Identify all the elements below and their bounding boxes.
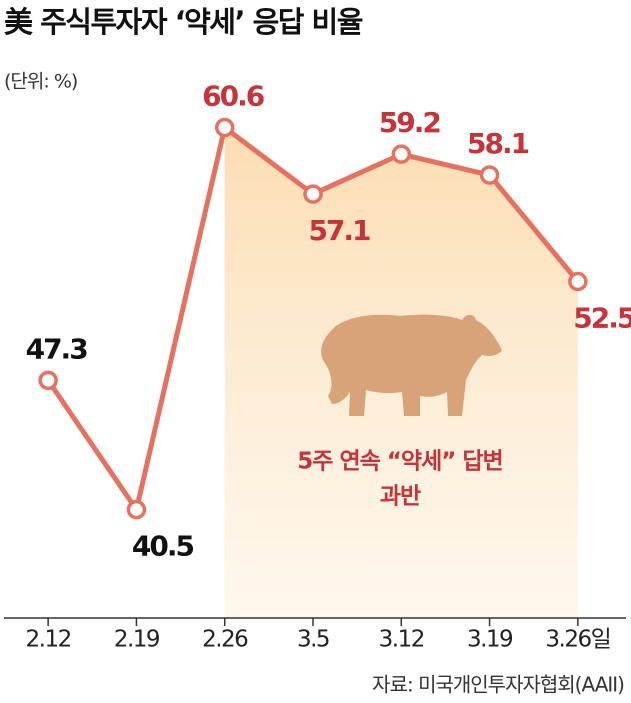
value-label: 59.2 <box>379 106 441 139</box>
value-label: 57.1 <box>308 214 370 247</box>
point <box>38 370 58 391</box>
value-label: 58.1 <box>467 127 529 160</box>
x-tick-label: 3.5 <box>297 627 329 653</box>
source: 자료: 미국개인투자자협회(AAII) <box>372 673 624 697</box>
x-tick-label: 2.19 <box>114 627 160 653</box>
point <box>126 499 147 520</box>
x-tick-label: 3.19 <box>467 627 513 653</box>
value-label: 40.5 <box>132 530 194 563</box>
bear-icon <box>321 314 502 416</box>
x-tick-label: 3.26일 <box>545 627 610 653</box>
point <box>214 117 235 138</box>
point <box>479 165 500 185</box>
point <box>568 271 588 292</box>
annotation: 5주 연속 “약세” 답변 <box>297 449 502 475</box>
value-label: 47.3 <box>26 332 88 365</box>
unit-label: (단위: %) <box>4 71 77 93</box>
chart-title: 美 주식투자자 ‘약세’ 응답 비율 <box>4 5 363 39</box>
x-tick-label: 3.12 <box>379 627 424 653</box>
point <box>303 184 323 204</box>
value-label: 60.6 <box>202 80 264 113</box>
value-label: 52.5 <box>573 302 631 335</box>
x-tick-label: 2.26 <box>202 627 248 653</box>
annotation: 과반 <box>380 484 421 510</box>
point <box>391 144 412 164</box>
x-tick-label: 2.12 <box>26 627 71 653</box>
